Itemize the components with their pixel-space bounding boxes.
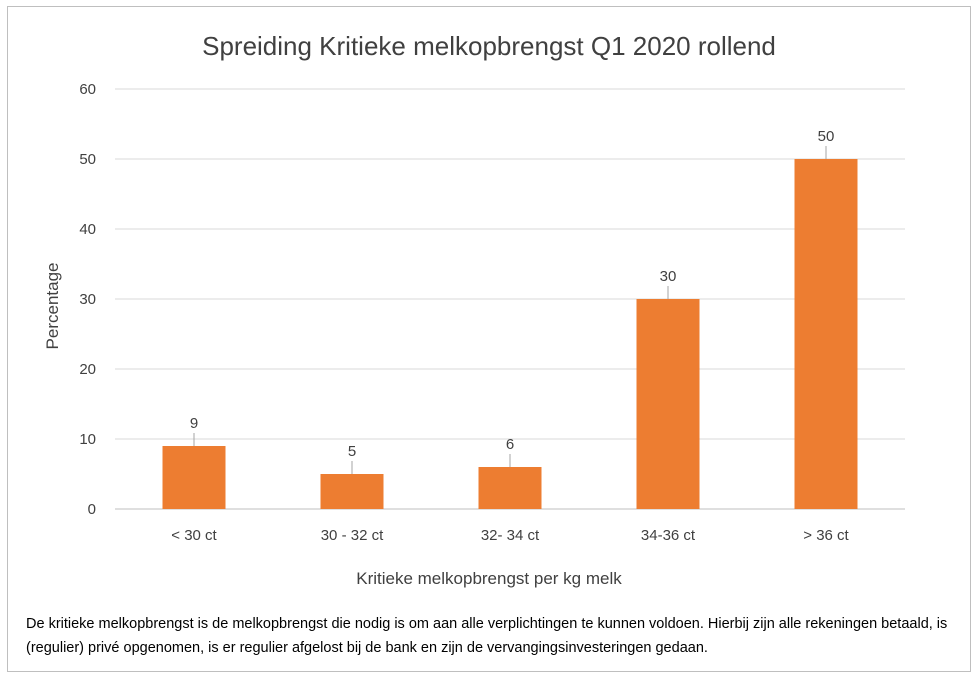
y-tick-label: 20: [79, 361, 96, 378]
x-category-label: 32- 34 ct: [481, 527, 540, 544]
data-label: 30: [660, 268, 677, 285]
bar: [320, 474, 384, 509]
x-category-label: > 36 ct: [803, 527, 849, 544]
y-axis-ticks: 0 10 20 30 40 50 60: [79, 81, 96, 518]
y-tick-label: 40: [79, 221, 96, 238]
bars: 9 5 6 30 50: [162, 128, 858, 509]
data-label: 9: [190, 415, 198, 432]
bar: [636, 299, 700, 509]
y-tick-label: 60: [79, 81, 96, 98]
data-label: 5: [348, 443, 356, 460]
data-label: 6: [506, 436, 514, 453]
bar: [478, 467, 542, 509]
x-category-label: < 30 ct: [171, 527, 217, 544]
y-tick-label: 30: [79, 291, 96, 308]
data-label: 50: [818, 128, 835, 145]
bar: [794, 159, 858, 509]
y-tick-label: 0: [88, 501, 96, 518]
x-axis-title: Kritieke melkopbrengst per kg melk: [356, 569, 622, 588]
chart-title: Spreiding Kritieke melkopbrengst Q1 2020…: [202, 31, 776, 61]
gridlines: [115, 88, 905, 510]
footnote: De kritieke melkopbrengst is de melkopbr…: [26, 616, 948, 656]
x-axis-categories: < 30 ct 30 - 32 ct 32- 34 ct 34-36 ct > 36 c…: [171, 527, 849, 544]
y-tick-label: 10: [79, 431, 96, 448]
y-axis-title: Percentage: [43, 263, 62, 350]
y-tick-label: 50: [79, 151, 96, 168]
x-category-label: 30 - 32 ct: [321, 527, 384, 544]
x-category-label: 34-36 ct: [641, 527, 696, 544]
bar: [162, 446, 226, 509]
